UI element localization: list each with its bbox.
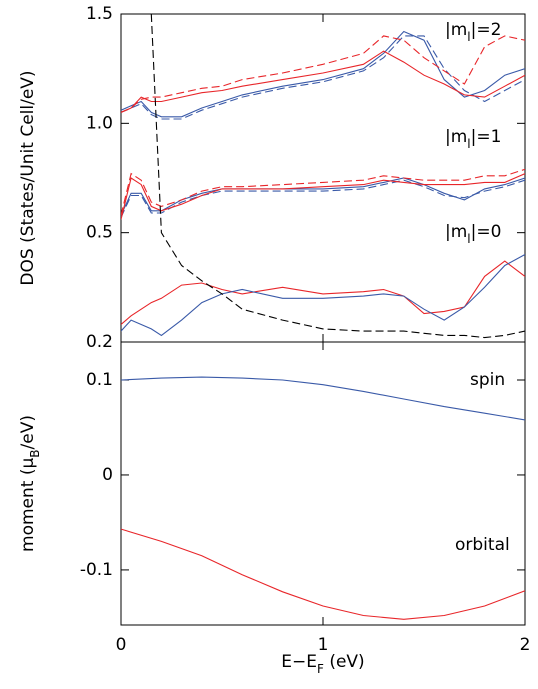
y-tick-label: -0.1 <box>80 560 113 580</box>
y-axis-label: DOS (States/Unit Cell/eV) <box>18 70 38 285</box>
y-axis-label: moment (μB/eV) <box>18 415 42 552</box>
y-tick-label: 1.0 <box>86 113 113 133</box>
series-line <box>121 528 525 620</box>
series-line <box>121 179 525 218</box>
plot-area <box>121 14 525 339</box>
series-line <box>121 173 525 220</box>
x-tick-label: 2 <box>520 635 531 655</box>
series-line <box>121 168 525 216</box>
x-axis-label: E−EF (eV) <box>281 652 364 676</box>
y-tick-label: 1.5 <box>86 4 113 24</box>
y-tick-label: 0 <box>102 465 113 485</box>
series-line <box>121 50 525 113</box>
annotation: spin <box>470 370 505 390</box>
y-tick-label: 0.2 <box>86 332 113 352</box>
x-tick-label: 1 <box>318 635 329 655</box>
annotation: |ml|=1 <box>445 127 501 151</box>
y-tick-label: 0.1 <box>86 370 113 390</box>
series-line <box>121 35 525 120</box>
y-tick-label: 0.5 <box>86 223 113 243</box>
series-line <box>121 177 525 216</box>
series-line <box>121 35 525 113</box>
plot-frame <box>120 341 526 626</box>
series-line <box>121 254 525 337</box>
plot-area <box>121 376 525 620</box>
series-line <box>121 30 525 118</box>
plot-frame <box>120 13 526 343</box>
series-line <box>121 376 525 421</box>
annotation: orbital <box>455 535 510 555</box>
series-line <box>150 14 525 339</box>
x-tick-label: 0 <box>116 635 127 655</box>
annotation: |ml|=2 <box>445 20 501 44</box>
annotation: |ml|=0 <box>445 222 501 246</box>
series-line <box>121 260 525 325</box>
